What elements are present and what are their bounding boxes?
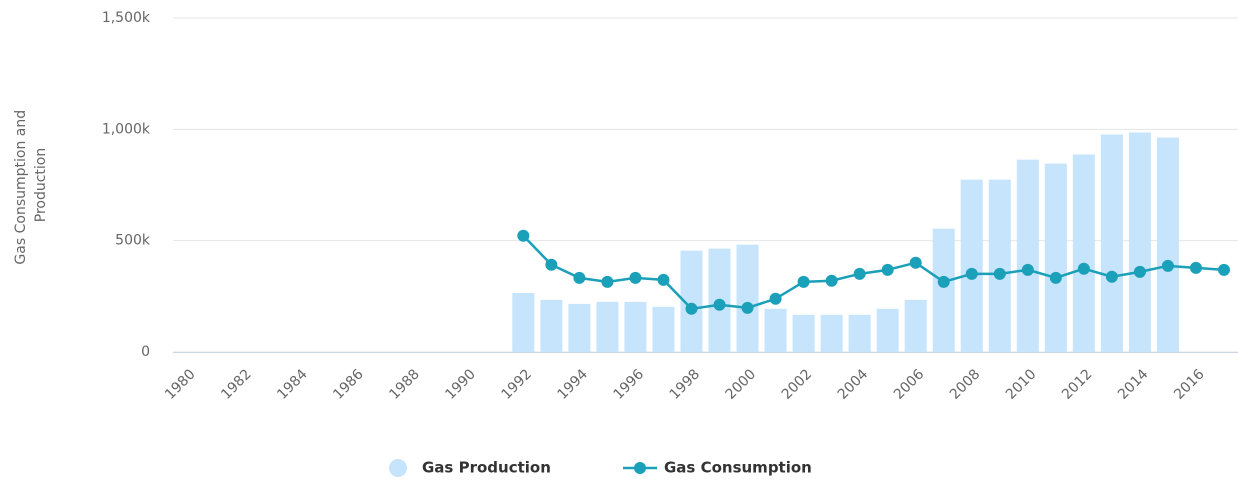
legend-label: Gas Consumption: [664, 459, 812, 477]
point: [1217, 263, 1230, 276]
x-tick-label: 2000: [723, 366, 760, 403]
y-axis-title-line: Gas Consumption and: [13, 110, 29, 265]
bar: [1128, 132, 1151, 352]
x-tick-label: 2010: [1003, 366, 1040, 403]
bar: [904, 299, 927, 352]
bar: [1156, 137, 1179, 352]
point: [993, 267, 1006, 280]
bar: [932, 228, 955, 352]
x-tick-label: 1988: [386, 366, 423, 403]
x-tick-label: 2004: [835, 366, 872, 403]
x-tick-label: 2002: [779, 366, 816, 403]
y-tick-label: 500k: [115, 233, 151, 249]
point: [797, 275, 810, 288]
x-tick-label: 2006: [891, 366, 928, 403]
bar: [1016, 159, 1039, 352]
bar: [1072, 154, 1095, 352]
point: [601, 275, 614, 288]
legend-marker: [389, 459, 407, 477]
bar: [1044, 163, 1067, 352]
x-tick-label: 1986: [330, 366, 367, 403]
bar: [1100, 134, 1123, 352]
bar: [512, 292, 535, 352]
y-tick-label: 1,000k: [102, 121, 151, 137]
point: [657, 273, 670, 286]
x-tick-label: 2012: [1059, 366, 1096, 403]
x-tick-label: 2016: [1171, 366, 1208, 403]
bar: [568, 303, 591, 352]
y-tick-label: 1,500k: [102, 10, 151, 26]
point: [1049, 271, 1062, 284]
bar: [820, 314, 843, 352]
point: [685, 302, 698, 315]
bar: [848, 314, 871, 352]
x-tick-label: 1980: [162, 366, 199, 403]
x-tick-label: 1998: [667, 366, 704, 403]
x-tick-label: 1984: [274, 366, 311, 403]
point: [545, 258, 558, 271]
bar: [540, 299, 563, 352]
point: [1161, 259, 1174, 272]
point: [1077, 262, 1090, 275]
x-tick-label: 1992: [498, 366, 535, 403]
bar: [764, 308, 787, 352]
y-axis-title: Gas Consumption and Production: [13, 105, 49, 264]
bar: [596, 301, 619, 352]
legend-label: Gas Production: [422, 459, 551, 477]
point: [1189, 261, 1202, 274]
point: [825, 274, 838, 287]
point: [909, 256, 922, 269]
bar: [792, 314, 815, 352]
point: [517, 229, 530, 242]
bar: [988, 179, 1011, 352]
point: [1105, 270, 1118, 283]
point: [713, 298, 726, 311]
bar: [736, 244, 759, 352]
bar: [624, 301, 647, 352]
x-tick-label: 1996: [611, 366, 648, 403]
bar: [652, 306, 675, 352]
point: [965, 267, 978, 280]
point: [1133, 265, 1146, 278]
bar: [680, 250, 703, 352]
legend-marker: [634, 462, 646, 474]
bar: [876, 308, 899, 352]
bar: [960, 179, 983, 352]
point: [741, 301, 754, 314]
point: [573, 271, 586, 284]
y-axis-title-line: Production: [33, 148, 49, 222]
point: [629, 271, 642, 284]
x-tick-label: 2008: [947, 366, 984, 403]
point: [937, 275, 950, 288]
point: [769, 292, 782, 305]
x-tick-label: 2014: [1115, 366, 1152, 403]
x-tick-label: 1982: [218, 366, 255, 403]
point: [853, 267, 866, 280]
y-tick-label: 0: [141, 344, 150, 360]
x-tick-label: 1990: [442, 366, 479, 403]
x-tick-label: 1994: [555, 366, 592, 403]
point: [1021, 263, 1034, 276]
point: [881, 263, 894, 276]
